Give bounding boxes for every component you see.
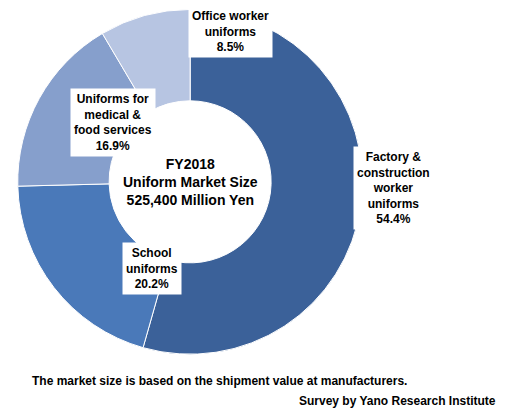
svg-text:Schooluniforms20.2%: Schooluniforms20.2% [126, 246, 178, 291]
svg-text:Office workeruniforms8.5%: Office workeruniforms8.5% [192, 9, 269, 54]
svg-text:Uniforms formedical &food serv: Uniforms formedical &food services16.9% [74, 92, 152, 153]
svg-text:FY2018Uniform Market Size525,4: FY2018Uniform Market Size525,400 Million… [123, 156, 258, 208]
svg-text:The market size is based on th: The market size is based on the shipment… [32, 374, 407, 388]
svg-text:Factory &constructionworkeruni: Factory &constructionworkeruniforms54.4% [357, 150, 430, 226]
svg-text:Survey by Yano Research Instit: Survey by Yano Research Institute [299, 394, 496, 408]
